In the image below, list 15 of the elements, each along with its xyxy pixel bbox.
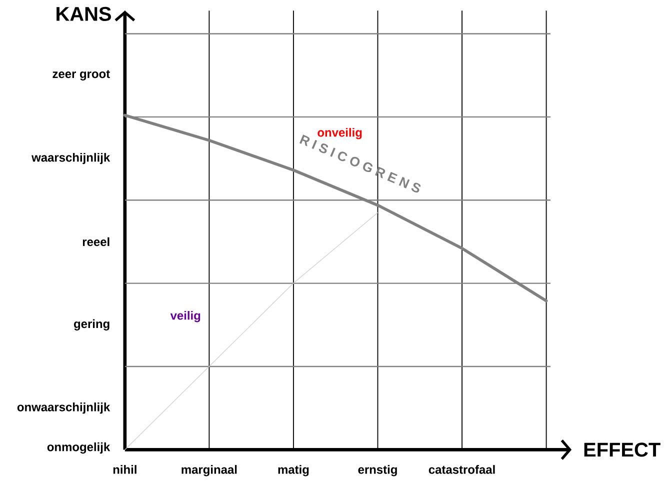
text: onmogelijk	[47, 442, 110, 454]
text: onwaarschijnlijk	[17, 402, 110, 414]
x-axis-title: EFFECT	[584, 442, 660, 457]
x-tick-label: matig	[278, 465, 309, 476]
x-tick-label: catastrofaal	[428, 465, 495, 474]
text: waarschijnlijk	[32, 153, 110, 164]
text: reeel	[82, 238, 110, 246]
text: zeer groot	[52, 70, 110, 81]
y-axis-title: KANS	[56, 7, 111, 22]
text: gering	[74, 320, 110, 331]
x-tick-label: nihil	[113, 465, 136, 474]
x-tick-label: marginaal	[182, 465, 237, 476]
x-tick-label: ernstig	[358, 465, 397, 476]
annotation: onveilig	[318, 128, 362, 140]
annotation: veilig	[170, 311, 200, 322]
